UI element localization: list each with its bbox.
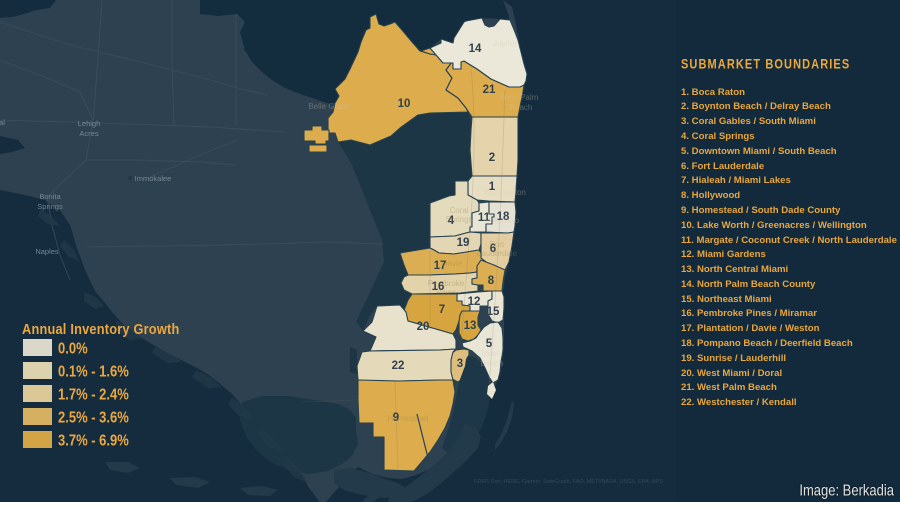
svg-text:13: 13 [464, 320, 477, 332]
svg-text:Bonita: Bonita [39, 192, 61, 201]
svg-text:West Palm: West Palm [500, 93, 539, 102]
svg-text:10: 10 [398, 98, 411, 110]
svg-text:Homestead: Homestead [388, 414, 429, 423]
svg-text:11: 11 [478, 212, 491, 224]
svg-text:Belle Glade: Belle Glade [308, 102, 350, 111]
svg-text:Jupiter: Jupiter [493, 39, 517, 48]
svg-text:4: 4 [448, 215, 455, 227]
svg-text:17: 17 [434, 260, 447, 272]
svg-text:Springs: Springs [445, 215, 472, 224]
svg-text:Beach: Beach [510, 103, 533, 112]
svg-text:Lauderdale: Lauderdale [477, 249, 518, 258]
svg-text:Pembroke: Pembroke [428, 279, 465, 288]
svg-text:Miami: Miami [481, 349, 503, 358]
svg-text:Pines: Pines [436, 288, 456, 297]
svg-text:Springs: Springs [37, 202, 63, 211]
svg-text:Fort: Fort [490, 240, 505, 249]
svg-text:9: 9 [393, 412, 399, 424]
svg-text:Coral: Coral [449, 206, 468, 215]
svg-text:15: 15 [487, 306, 500, 318]
svg-text:18: 18 [497, 211, 510, 223]
svg-text:Lehigh: Lehigh [78, 119, 101, 128]
svg-text:Cape Coral: Cape Coral [0, 118, 5, 127]
svg-text:19: 19 [457, 237, 470, 249]
svg-text:Boca Raton: Boca Raton [484, 188, 526, 197]
svg-text:21: 21 [483, 84, 496, 96]
svg-text:Pompano: Pompano [485, 216, 520, 225]
svg-text:14: 14 [469, 43, 482, 55]
svg-text:8: 8 [488, 275, 495, 287]
svg-text:16: 16 [432, 281, 445, 293]
svg-text:22: 22 [392, 360, 405, 372]
svg-text:2: 2 [489, 152, 495, 164]
svg-text:3: 3 [457, 358, 463, 370]
svg-text:Acres: Acres [79, 129, 98, 138]
svg-text:Immokalee: Immokalee [135, 174, 172, 183]
svg-text:20: 20 [417, 321, 430, 333]
svg-text:6: 6 [490, 243, 496, 255]
svg-text:12: 12 [468, 296, 481, 308]
svg-text:Beach: Beach [481, 359, 504, 368]
svg-text:Naples: Naples [35, 247, 59, 256]
svg-text:Davie: Davie [442, 259, 463, 268]
svg-text:5: 5 [486, 338, 493, 350]
svg-text:7: 7 [439, 304, 445, 316]
svg-text:1: 1 [489, 181, 496, 193]
